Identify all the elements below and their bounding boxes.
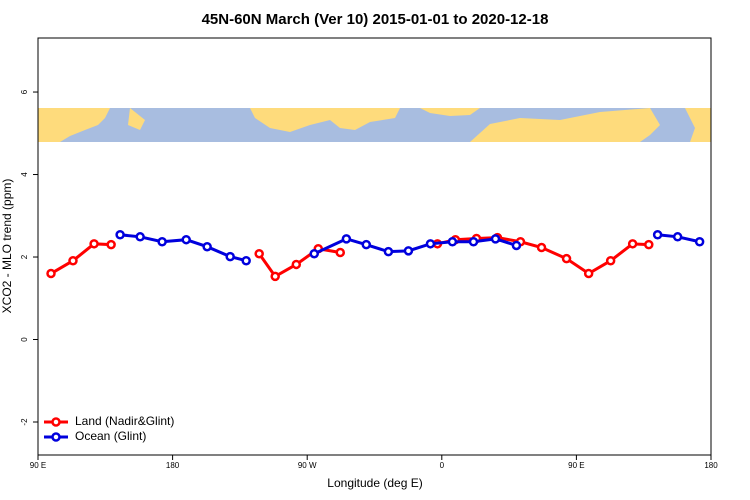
point: [652, 229, 663, 240]
x-tick-label: 180: [704, 461, 718, 470]
point: [270, 271, 280, 282]
point: [672, 232, 683, 242]
point: [468, 237, 479, 247]
legend-marker: [51, 417, 61, 427]
y-tick-label: -2: [20, 418, 29, 426]
series-line: [50, 236, 649, 279]
point: [490, 234, 501, 244]
chart-title: 45N-60N March (Ver 10) 2015-01-01 to 202…: [202, 11, 549, 28]
y-tick-label: 4: [20, 172, 29, 177]
x-tick-label: 0: [440, 461, 445, 470]
point: [68, 255, 78, 266]
legend-marker: [51, 432, 61, 442]
point: [89, 239, 99, 249]
point: [425, 239, 436, 249]
point: [583, 268, 594, 279]
legend-label: Land (Nadir&Glint): [75, 414, 174, 428]
plot-frame: [37, 37, 712, 456]
point: [447, 237, 458, 247]
point: [115, 229, 125, 240]
x-tick-label: 90 W: [298, 461, 317, 470]
point: [181, 234, 191, 245]
point: [309, 248, 319, 259]
point: [225, 251, 235, 262]
point: [605, 255, 616, 266]
point: [202, 241, 212, 252]
y-tick-label: 6: [20, 89, 29, 94]
point: [511, 240, 522, 251]
y-tick-label: 0: [20, 337, 29, 342]
y-axis-label: XCO2 - MLO trend (ppm): [0, 179, 14, 314]
point: [627, 239, 638, 249]
point: [361, 239, 372, 250]
point: [403, 246, 414, 256]
point: [335, 247, 346, 258]
point: [536, 242, 547, 253]
x-tick-label: 90 E: [30, 461, 46, 470]
point: [46, 268, 56, 279]
point: [254, 248, 264, 259]
point: [106, 239, 116, 250]
map-band: [38, 108, 711, 142]
point: [561, 253, 572, 264]
point: [157, 237, 167, 247]
x-axis-label: Longitude (deg E): [327, 476, 422, 490]
x-tick-label: 90 E: [568, 461, 584, 470]
point: [135, 232, 145, 242]
point: [644, 239, 654, 250]
point: [291, 259, 302, 270]
point: [241, 255, 251, 266]
point: [383, 246, 394, 257]
point: [694, 237, 705, 247]
y-tick-label: 2: [20, 254, 29, 259]
x-tick-label: 180: [166, 461, 180, 470]
legend-label: Ocean (Glint): [75, 429, 146, 443]
point: [341, 234, 352, 244]
